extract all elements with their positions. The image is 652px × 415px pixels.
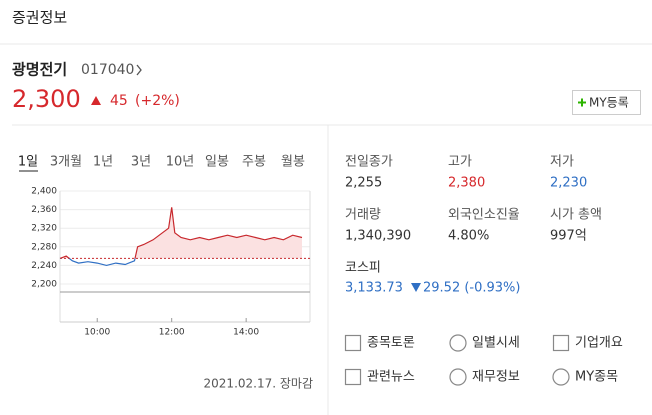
link-label[interactable]: MY종목 [575, 370, 618, 385]
index-change: 29.52 (-0.93%) [423, 281, 520, 296]
x-tick-label: 14:00 [233, 328, 259, 338]
stat-label: 전일종가 [345, 155, 393, 170]
stock-name[interactable]: 광명전기 [12, 61, 67, 79]
period-tab[interactable]: 월봉 [281, 155, 305, 170]
stat-label: 시가 총액 [550, 208, 602, 223]
link-icon [552, 334, 570, 352]
index-label[interactable]: 코스피 [345, 261, 381, 276]
stat-label: 거래량 [345, 208, 381, 223]
change: 45 [110, 93, 128, 109]
link-label[interactable]: 기업개요 [575, 336, 623, 351]
link-icon [344, 334, 362, 352]
price: 2,300 [12, 85, 81, 113]
y-tick-label: 2,280 [31, 242, 57, 252]
stat-label: 고가 [448, 155, 472, 170]
y-tick-label: 2,200 [31, 280, 57, 290]
plus-icon[interactable] [578, 98, 586, 107]
my-button[interactable] [572, 90, 641, 115]
y-tick-label: 2,360 [31, 205, 57, 215]
x-tick-label: 12:00 [159, 328, 185, 338]
down-arrow [411, 283, 421, 292]
y-tick-label: 2,320 [31, 224, 57, 234]
period-tab[interactable]: 3년 [131, 155, 151, 170]
index-value: 3,133.73 [345, 281, 403, 296]
stat-value: 4.80% [448, 229, 489, 244]
link-label[interactable]: 종목토론 [367, 336, 415, 351]
link-icon [449, 334, 467, 352]
link-label[interactable]: 관련뉴스 [367, 370, 415, 385]
market-status: 2021.02.17. 장마감 [204, 377, 313, 391]
period-tab[interactable]: 주봉 [242, 155, 266, 170]
period-tab[interactable]: 10년 [166, 155, 195, 170]
my-button-label[interactable]: MY등록 [589, 96, 629, 110]
period-tab[interactable]: 일봉 [205, 155, 229, 170]
period-tab[interactable]: 3개월 [50, 155, 82, 170]
stat-label: 외국인소진율 [448, 208, 520, 223]
stat-value: 2,380 [448, 176, 485, 191]
y-tick-label: 2,400 [31, 187, 57, 197]
change-percent: (+2%) [135, 93, 180, 109]
stat-value: 997억 [550, 229, 587, 244]
price-area [60, 207, 302, 259]
stat-value: 1,340,390 [345, 229, 411, 244]
link-icon [449, 368, 467, 386]
x-tick-label: 10:00 [84, 328, 110, 338]
period-tab[interactable]: 1년 [93, 155, 113, 170]
up-arrow [91, 96, 101, 105]
stat-value: 2,255 [345, 176, 382, 191]
section-title: 증권정보 [12, 9, 67, 27]
period-tab[interactable]: 1일 [18, 155, 38, 170]
link-icon [344, 368, 362, 386]
price-line [59, 207, 303, 267]
stat-value: 2,230 [550, 176, 587, 191]
y-tick-label: 2,240 [31, 261, 57, 271]
stock-code[interactable]: 017040 [81, 62, 134, 78]
stat-label: 저가 [550, 155, 574, 170]
link-label[interactable]: 일별시세 [472, 336, 520, 351]
link-icon [552, 368, 570, 386]
chevron[interactable] [136, 64, 142, 76]
link-label[interactable]: 재무정보 [472, 370, 520, 385]
